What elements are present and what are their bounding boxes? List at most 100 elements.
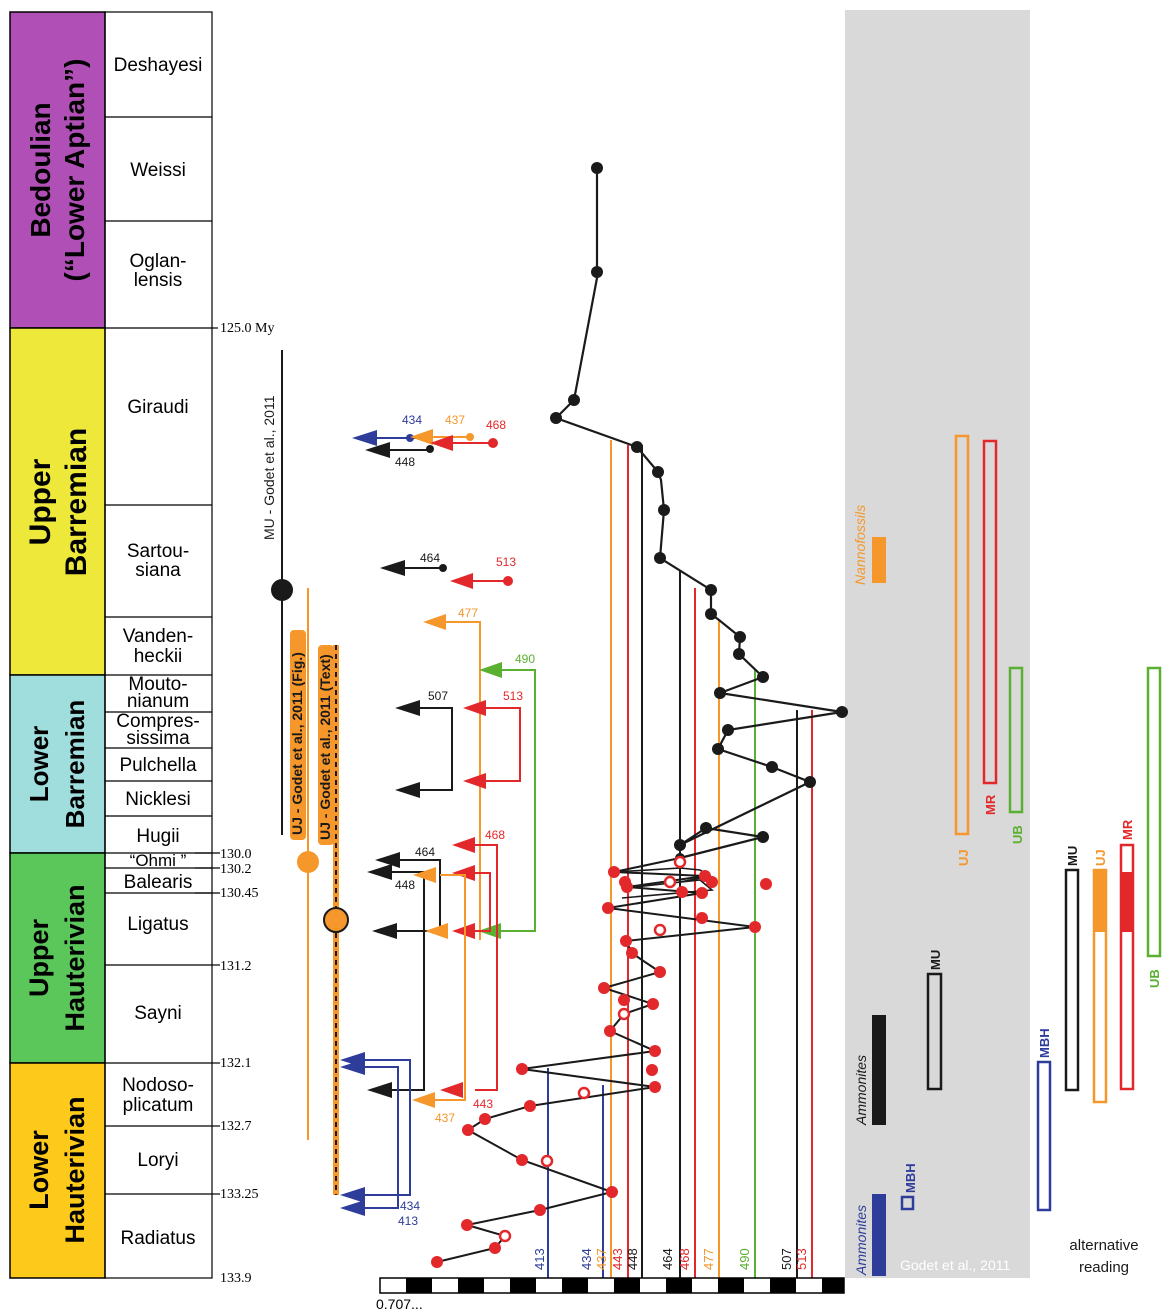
uj-label: UJ bbox=[956, 849, 971, 866]
arrow-markers bbox=[340, 429, 536, 1216]
zone-label: Nodoso- bbox=[122, 1075, 194, 1096]
zone-label: Deshayesi bbox=[114, 55, 203, 76]
zone-label: nianum bbox=[127, 691, 189, 712]
mbh-alt-label: MBH bbox=[1037, 1028, 1052, 1058]
marker-label: 513 bbox=[496, 555, 516, 569]
mu-alt-label: MU bbox=[1065, 846, 1080, 866]
uj-text-label: UJ - Godet et al., 2011 (Text) bbox=[317, 654, 333, 840]
zone-labels: Deshayesi Weissi Oglan- lensis Giraudi S… bbox=[114, 55, 203, 1249]
marker-label: 477 bbox=[458, 606, 478, 620]
mu-label: MU bbox=[928, 950, 943, 970]
zone-label: Nicklesi bbox=[125, 789, 190, 810]
ammonites-label: Ammonites bbox=[853, 1205, 869, 1276]
line-label: 434 bbox=[579, 1248, 594, 1270]
zone-label: Loryi bbox=[137, 1150, 178, 1171]
stage-label: Barremian bbox=[60, 428, 93, 576]
marker-label: 448 bbox=[395, 878, 415, 892]
age-label: 130.0 bbox=[220, 847, 252, 862]
open-points bbox=[498, 855, 687, 1243]
zone-label: siana bbox=[135, 560, 181, 581]
age-label: 132.7 bbox=[220, 1119, 252, 1134]
stage-label: (“Lower Aptian”) bbox=[59, 59, 90, 282]
stage-column: Bedoulian (“Lower Aptian”) Upper Barremi… bbox=[9, 11, 106, 1279]
axis-label: 0.707... bbox=[376, 1296, 423, 1312]
marker-label: 437 bbox=[435, 1111, 455, 1125]
zone-label: heckii bbox=[134, 646, 183, 667]
marker-label: 434 bbox=[400, 1199, 420, 1213]
age-label: 130.45 bbox=[220, 886, 259, 901]
marker-label: 490 bbox=[515, 652, 535, 666]
marker-label: 464 bbox=[415, 845, 435, 859]
uj-alt-label: UJ bbox=[1093, 849, 1108, 866]
age-label: 133.9 bbox=[220, 1271, 252, 1286]
biostratigraphy-panel: Nannofossils Ammonites Ammonites MBH MU … bbox=[852, 434, 1025, 1276]
line-label: 443 bbox=[610, 1248, 625, 1270]
line-label: 464 bbox=[660, 1248, 675, 1270]
age-label: 130.2 bbox=[220, 862, 252, 877]
stage-label: Upper bbox=[24, 458, 57, 545]
ammonites-label: Ammonites bbox=[853, 1055, 869, 1126]
zone-label: Pulchella bbox=[119, 755, 197, 776]
marker-label: 413 bbox=[398, 1214, 418, 1228]
line-label: 513 bbox=[794, 1248, 809, 1270]
zone-label: Compres- bbox=[116, 711, 199, 732]
stage-label: Lower bbox=[24, 726, 54, 803]
line-label: 413 bbox=[532, 1248, 547, 1270]
mr-label: MR bbox=[983, 794, 998, 815]
arrow-labels: 434 437 468 448 464 513 477 490 507 513 … bbox=[395, 413, 535, 1228]
source-label: Godet et al., 2011 bbox=[900, 1257, 1010, 1273]
black-points bbox=[550, 162, 848, 863]
zone-label: Oglan- bbox=[129, 251, 186, 272]
strontium-curve bbox=[431, 162, 848, 1268]
line-label: 477 bbox=[701, 1248, 716, 1270]
marker-label: 468 bbox=[485, 828, 505, 842]
age-label: 132.1 bbox=[220, 1056, 252, 1071]
ub-label: UB bbox=[1010, 825, 1025, 844]
line-label: 490 bbox=[737, 1248, 752, 1270]
stage-label: Lower bbox=[24, 1130, 54, 1210]
line-label: 507 bbox=[779, 1248, 794, 1270]
reading-label: reading bbox=[1079, 1259, 1129, 1276]
zone-label: Giraudi bbox=[127, 397, 188, 418]
alternative-label: alternative bbox=[1069, 1237, 1138, 1254]
mu-reference-label: MU - Godet et al., 2011 bbox=[261, 395, 277, 540]
zone-label: Weissi bbox=[130, 160, 186, 181]
marker-label: 468 bbox=[486, 418, 506, 432]
line-label: 448 bbox=[625, 1248, 640, 1270]
scale-bar: 0.707... bbox=[376, 1277, 845, 1312]
marker-label: 437 bbox=[445, 413, 465, 427]
marker-label: 448 bbox=[395, 455, 415, 469]
zone-column bbox=[104, 11, 220, 1279]
zone-label: sissima bbox=[126, 728, 190, 749]
age-labels: 125.0 My 130.0 130.2 130.45 131.2 132.1 … bbox=[220, 321, 274, 1286]
marker-label: 513 bbox=[503, 689, 523, 703]
mr-alt-label: MR bbox=[1120, 819, 1135, 840]
age-label: 133.25 bbox=[220, 1187, 259, 1202]
marker-label: 464 bbox=[420, 551, 440, 565]
ub-alt-label: UB bbox=[1147, 969, 1162, 988]
reference-bars: MU - Godet et al., 2011 UJ - Godet et al… bbox=[261, 350, 349, 1195]
stage-label: Bedoulian bbox=[25, 102, 56, 237]
line-label: 468 bbox=[677, 1248, 692, 1270]
marker-label: 434 bbox=[402, 413, 422, 427]
mbh-label: MBH bbox=[903, 1163, 918, 1193]
uj-fig-label: UJ - Godet et al., 2011 (Fig.) bbox=[289, 652, 305, 835]
zone-label: “Ohmi ” bbox=[130, 851, 187, 870]
zone-label: Radiatus bbox=[121, 1228, 196, 1249]
age-label: 125.0 My bbox=[220, 321, 274, 336]
zone-label: plicatum bbox=[123, 1095, 194, 1116]
zone-label: Sartou- bbox=[127, 541, 189, 562]
reference-line-labels: 413 434 437 443 448 464 468 477 490 507 … bbox=[532, 1248, 809, 1270]
stage-label: Hauterivian bbox=[60, 1096, 90, 1243]
age-label: 131.2 bbox=[220, 959, 252, 974]
red-points bbox=[431, 866, 772, 1268]
zone-label: Sayni bbox=[134, 1003, 182, 1024]
stage-label: Barremian bbox=[60, 700, 90, 829]
zone-label: Mouto- bbox=[128, 674, 187, 695]
stage-label: Hauterivian bbox=[60, 884, 90, 1031]
zone-label: Hugii bbox=[136, 826, 179, 847]
alternative-reading: MBH MU UJ MR UB alternative reading bbox=[1036, 666, 1162, 1276]
zone-label: lensis bbox=[134, 270, 183, 291]
zone-label: Vanden- bbox=[123, 626, 193, 647]
